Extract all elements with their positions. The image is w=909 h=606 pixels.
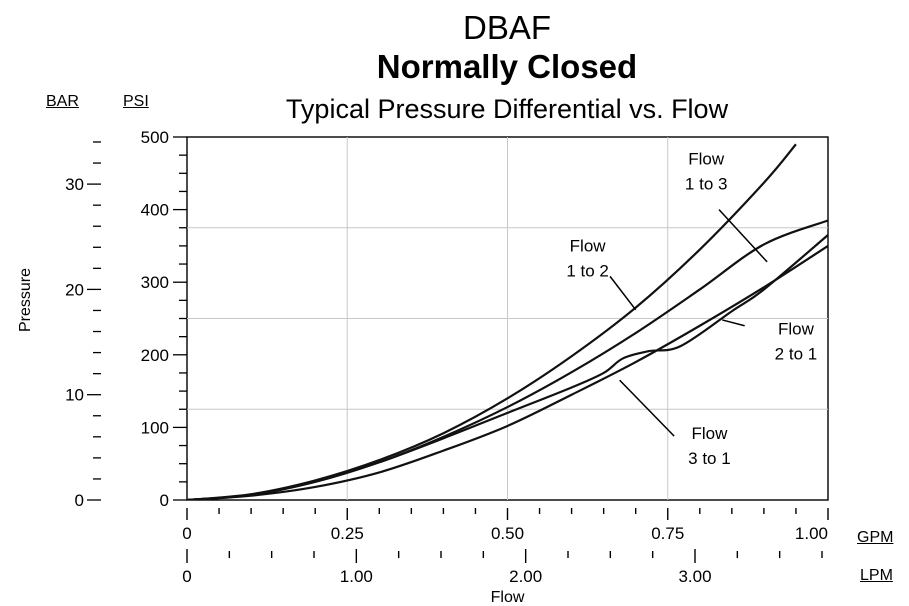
annotation-leader [619,379,675,437]
annotation-leader [718,209,768,263]
bar-tick-label: 0 [75,491,84,510]
lpm-tick-label: 2.00 [509,567,542,586]
series-line [187,244,828,500]
lpm-tick-label: 1.00 [340,567,373,586]
annotation-label: Flow [688,150,725,169]
series-line [187,234,828,500]
annotation-label: 2 to 1 [775,344,818,363]
chart-subtitle: Normally Closed [376,48,638,85]
lpm-tick-label: 0 [182,567,191,586]
psi-tick-label: 400 [141,201,169,220]
x-unit-lpm: LPM [860,567,893,584]
gpm-tick-label: 0 [182,524,191,543]
psi-tick-label: 300 [141,273,169,292]
annotation-label: Flow [570,237,607,256]
psi-tick-label: 100 [141,418,169,437]
annotation-leader [609,275,637,311]
gpm-tick-label: 0.25 [331,524,364,543]
lpm-tick-label: 3.00 [678,567,711,586]
annotation-label: Flow [778,319,815,338]
psi-tick-label: 200 [141,346,169,365]
y-unit-psi: PSI [123,93,149,110]
gpm-tick-label: 0.50 [491,524,524,543]
psi-tick-label: 500 [141,128,169,147]
bar-tick-label: 20 [65,280,84,299]
y-axis-label: Pressure [17,268,34,332]
bar-tick-label: 10 [65,386,84,405]
annotation-label: Flow [691,424,728,443]
series-line [187,143,797,500]
x-axis-label: Flow [491,589,525,606]
annotation-label: 1 to 2 [566,262,609,281]
x-unit-gpm: GPM [857,529,894,546]
annotation-leader [722,319,745,327]
gpm-tick-label: 1.00 [795,524,828,543]
bar-tick-label: 30 [65,175,84,194]
gpm-tick-label: 0.75 [651,524,684,543]
annotation-label: 1 to 3 [685,175,728,194]
annotation-label: 3 to 1 [688,449,731,468]
chart-subtitle-2: Typical Pressure Differential vs. Flow [285,94,729,124]
psi-tick-label: 0 [160,491,169,510]
chart-title: DBAF [462,9,551,46]
y-unit-bar: BAR [46,93,79,110]
